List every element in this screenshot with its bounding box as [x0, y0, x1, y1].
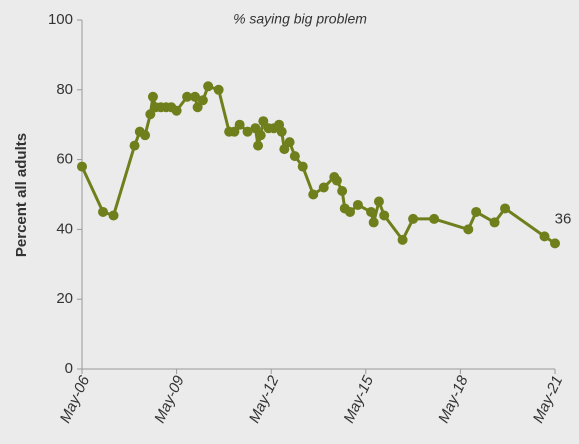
y-tick-label: 60 [56, 151, 73, 168]
point [352, 199, 363, 210]
point [98, 206, 109, 217]
point [337, 186, 348, 197]
point [366, 206, 377, 217]
point [471, 206, 482, 217]
point [192, 102, 203, 113]
point [140, 130, 151, 141]
point [463, 224, 474, 235]
point [489, 217, 500, 228]
point [397, 234, 408, 245]
point [368, 217, 379, 228]
chart-title: % saying big problem [233, 11, 367, 27]
point [189, 91, 200, 102]
point [129, 140, 140, 151]
point [379, 210, 390, 221]
point [213, 84, 224, 95]
point [258, 116, 269, 127]
point [550, 238, 560, 249]
point [242, 126, 253, 137]
point [77, 161, 87, 172]
y-axis-label: Percent all adults [13, 133, 30, 257]
point [500, 203, 511, 214]
point [108, 210, 119, 221]
point [331, 175, 342, 186]
point [408, 213, 419, 224]
point [318, 182, 329, 193]
point [182, 91, 193, 102]
point [234, 119, 245, 130]
point [284, 137, 295, 148]
y-tick-label: 40 [56, 220, 73, 237]
point [373, 196, 384, 207]
data-label: 36 [555, 210, 572, 227]
point [297, 161, 308, 172]
point [308, 189, 319, 200]
point [253, 140, 264, 151]
point [203, 81, 214, 92]
y-tick-label: 20 [56, 290, 73, 307]
y-tick-label: 80 [56, 81, 73, 98]
point [197, 95, 208, 106]
point [289, 151, 300, 162]
point [250, 123, 261, 134]
point [255, 130, 266, 141]
point [345, 206, 356, 217]
y-tick-label: 0 [65, 360, 73, 377]
point [279, 144, 290, 155]
point [229, 126, 240, 137]
point [429, 213, 440, 224]
y-tick-label: 100 [48, 11, 73, 28]
point [171, 105, 182, 116]
point [147, 91, 158, 102]
point [276, 126, 287, 137]
point [145, 109, 156, 120]
point [539, 231, 550, 242]
